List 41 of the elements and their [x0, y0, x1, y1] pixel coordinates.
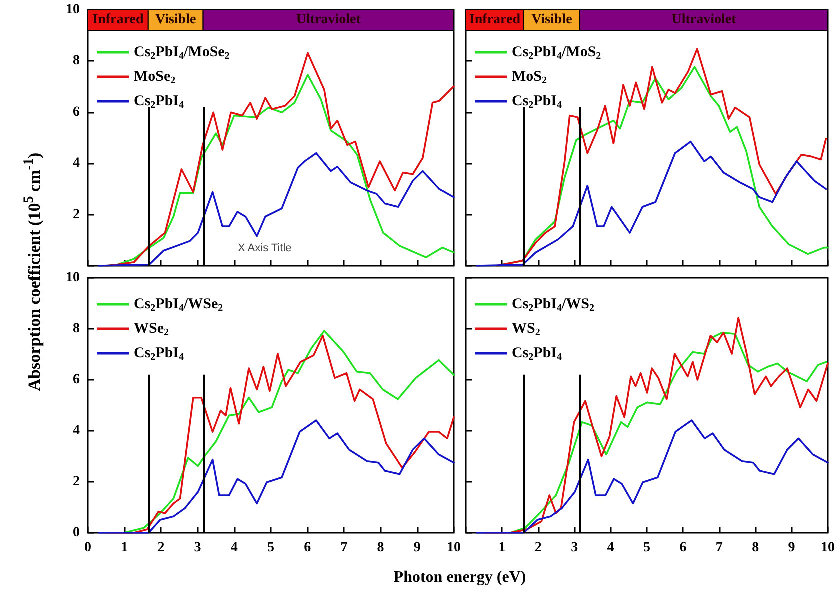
y-tick-label: 8	[73, 54, 80, 69]
band-label: Infrared	[469, 12, 521, 28]
band-label: Ultraviolet	[672, 12, 737, 28]
y-tick-label: 8	[73, 322, 80, 336]
y-tick-label: 10	[66, 2, 80, 18]
x-tick-label: 1	[498, 540, 506, 556]
y-tick-label: 6	[73, 372, 80, 388]
line-series	[98, 420, 455, 534]
x-tick-label: 10	[821, 540, 835, 556]
y-tick-label: 2	[73, 474, 80, 490]
x-tick-label: 4	[607, 540, 614, 556]
band-label: Visible	[155, 12, 196, 28]
x-tick-label: 9	[414, 540, 421, 556]
x-tick-label: 2	[534, 540, 542, 556]
x-tick-label: 4	[230, 540, 238, 556]
x-tick-label: 3	[194, 540, 202, 556]
y-tick-label: 6	[73, 104, 80, 120]
band-label: Infrared	[92, 12, 144, 28]
x-tick-label: 8	[752, 540, 760, 556]
x-tick-label: 3	[571, 540, 578, 556]
y-tick-label: 2	[73, 207, 80, 222]
band-label: Ultraviolet	[296, 12, 362, 28]
band-label: Visible	[532, 12, 572, 28]
x-tick-label: 0	[84, 540, 92, 556]
x-tick-label: 6	[680, 540, 687, 556]
x-tick-label: 1	[121, 540, 128, 556]
y-tick-label: 10	[66, 270, 80, 286]
x-tick-label: 5	[268, 540, 274, 556]
x-tick-label: 2	[158, 540, 165, 556]
line-series	[98, 152, 455, 267]
x-tick-label: 7	[716, 540, 723, 556]
x-axis-title: Photon energy (eV)	[394, 569, 526, 587]
y-tick-label: 4	[73, 156, 80, 172]
annotation: X Axis Title	[238, 242, 292, 254]
x-tick-label: 5	[644, 540, 650, 556]
x-tick-label: 9	[788, 540, 796, 556]
x-tick-label: 8	[377, 540, 384, 556]
y-tick-label: 0	[73, 526, 80, 540]
x-tick-label: 7	[340, 540, 348, 556]
x-tick-label: 6	[304, 540, 312, 556]
y-tick-label: 4	[73, 424, 80, 438]
